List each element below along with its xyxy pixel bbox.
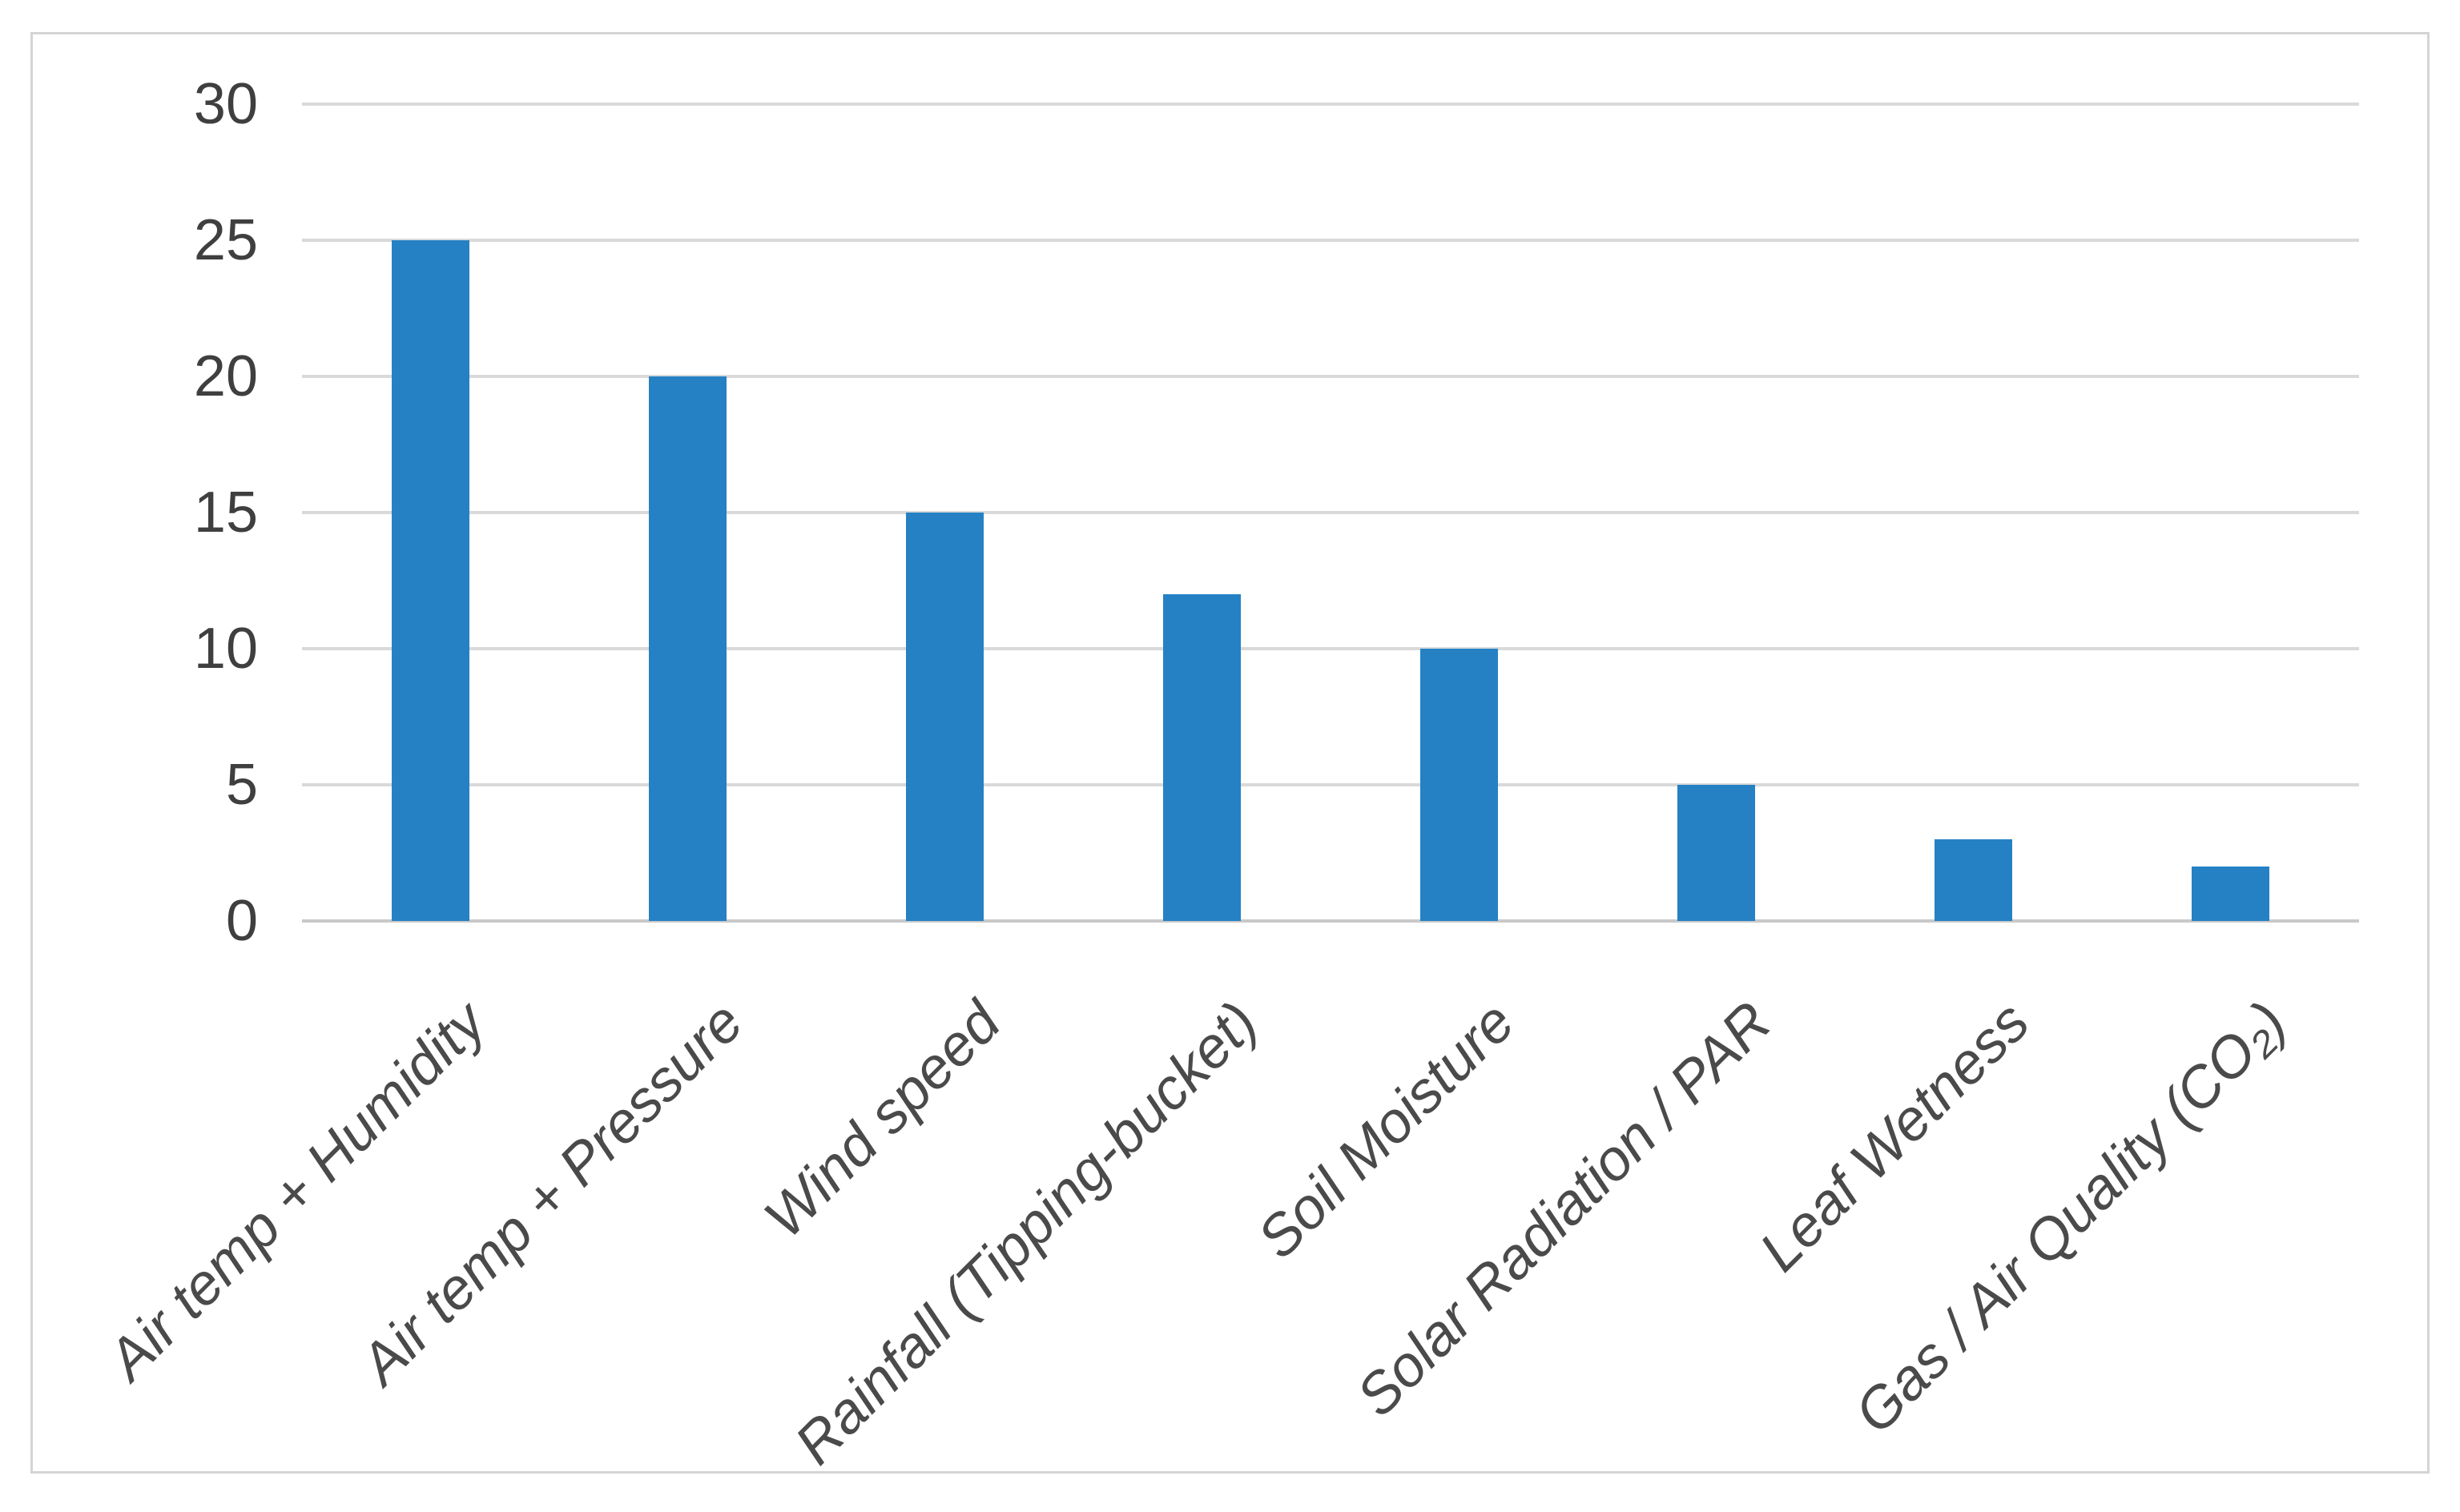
chart-frame — [30, 32, 2430, 1474]
